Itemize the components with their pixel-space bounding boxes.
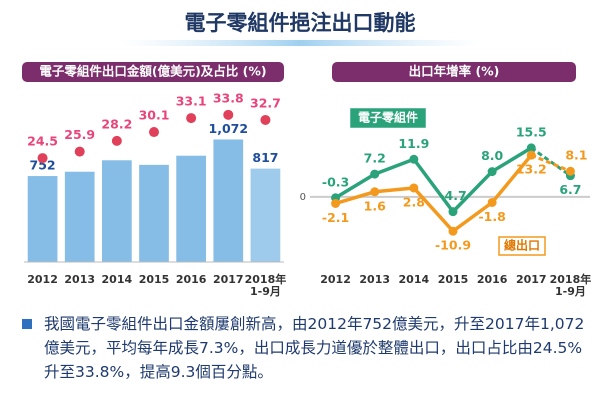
point — [487, 197, 497, 207]
note-text: 我國電子零組件出口金額屢創新高，由2012年752億美元，升至2017年1,07… — [44, 315, 585, 381]
x-tick-label: 2016 — [176, 273, 207, 286]
left-title: 電子零組件出口金額(億美元)及占比 (%) — [39, 64, 266, 79]
x-tick-label: 2017 — [213, 273, 244, 286]
point — [370, 187, 380, 197]
share-dot — [260, 114, 271, 125]
legend-box — [498, 236, 546, 256]
share-label: 32.7 — [250, 95, 281, 110]
x-tick-label: 2017 — [516, 273, 547, 286]
title-underline — [120, 40, 480, 46]
point-label: 6.7 — [559, 182, 581, 197]
share-dot — [223, 109, 234, 120]
point — [448, 226, 458, 236]
point — [370, 169, 380, 179]
bullet — [22, 319, 32, 329]
point — [526, 150, 536, 160]
point-label: -0.3 — [322, 174, 349, 189]
share-label: 24.5 — [27, 134, 58, 149]
right-header — [332, 62, 576, 82]
legend-label: 電子零組件 — [358, 110, 418, 125]
point-label: 11.9 — [398, 136, 429, 151]
bar-label: 817 — [252, 150, 278, 165]
share-dot — [149, 127, 159, 138]
x-tick-label: 2014 — [399, 273, 430, 286]
point — [565, 166, 575, 176]
share-dot — [111, 135, 122, 146]
bar — [250, 168, 281, 262]
title: 電子零組件挹注出口動能 — [185, 11, 416, 35]
bar — [64, 171, 95, 262]
point-label: 1.6 — [364, 198, 386, 213]
bar — [27, 176, 58, 262]
x-tick-label: 2018年 1-9月 — [550, 272, 592, 298]
point-label: 8.0 — [481, 148, 503, 163]
bar — [102, 160, 132, 262]
share-dot — [186, 113, 197, 124]
x-tick-label: 2012 — [27, 273, 58, 286]
x-tick-label: 2013 — [64, 273, 95, 286]
bar — [176, 155, 206, 262]
point-label: 15.5 — [516, 124, 547, 139]
y-tick-label: 0 — [300, 192, 306, 203]
share-dot — [74, 146, 85, 157]
point-label: -4.7 — [439, 188, 466, 203]
point-label: 2.8 — [403, 194, 425, 209]
share-label: 28.2 — [101, 116, 132, 131]
x-tick-label: 2015 — [438, 273, 469, 286]
bar-label: 1,072 — [209, 121, 249, 136]
left-header — [22, 62, 284, 82]
series-line — [334, 146, 533, 215]
point-label: -10.9 — [435, 238, 471, 253]
x-tick-label: 2012 — [320, 273, 351, 286]
share-label: 33.8 — [213, 90, 244, 105]
share-label: 25.9 — [64, 127, 95, 142]
x-tick-label: 2018年 1-9月 — [245, 272, 287, 298]
series-line-dashed — [530, 153, 571, 173]
share-label: 30.1 — [139, 108, 170, 123]
bar — [213, 139, 244, 262]
share-dot — [37, 153, 48, 164]
x-tick-label: 2016 — [477, 273, 508, 286]
point-label: 13.2 — [516, 162, 547, 177]
legend-box — [350, 108, 426, 128]
point — [331, 198, 341, 208]
right-title: 出口年增率 (%) — [409, 64, 500, 79]
bar — [139, 164, 169, 262]
x-tick-label: 2013 — [359, 273, 390, 286]
point-label: 7.2 — [364, 151, 386, 166]
point — [526, 143, 536, 153]
note: 我國電子零組件出口金額屢創新高，由2012年752億美元，升至2017年1,07… — [18, 312, 586, 384]
series-line — [335, 154, 533, 234]
point — [487, 167, 497, 177]
point-label: 8.1 — [565, 148, 587, 163]
legend-label: 總出口 — [504, 238, 540, 253]
point — [448, 207, 458, 217]
x-tick-label: 2014 — [102, 273, 133, 286]
share-label: 33.1 — [176, 94, 207, 109]
point — [409, 183, 419, 193]
point-label: -2.1 — [322, 210, 349, 225]
charts: 電子零組件挹注出口動能 電子零組件出口金額(億美元)及占比 (%) 出口年增率 … — [22, 11, 592, 298]
point — [409, 154, 419, 164]
x-tick-label: 2015 — [139, 273, 170, 286]
bar-label: 752 — [30, 158, 56, 173]
point-label: -1.8 — [478, 209, 505, 224]
